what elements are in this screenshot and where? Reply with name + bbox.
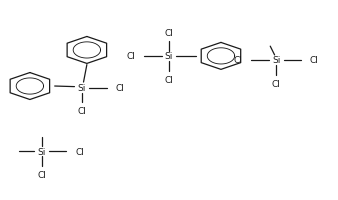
Text: Si: Si — [38, 147, 46, 156]
Text: Cl: Cl — [115, 84, 124, 93]
Text: Si: Si — [165, 52, 173, 61]
Text: Cl: Cl — [272, 79, 281, 88]
Text: Cl: Cl — [37, 170, 46, 179]
Text: Cl: Cl — [127, 52, 136, 61]
Text: Cl: Cl — [165, 29, 173, 38]
Text: Cl: Cl — [165, 75, 173, 84]
Text: Cl: Cl — [234, 56, 243, 65]
Text: Cl: Cl — [310, 56, 319, 65]
Text: Cl: Cl — [77, 106, 86, 115]
Text: Si: Si — [272, 56, 281, 65]
Text: Cl: Cl — [75, 147, 84, 156]
Text: Si: Si — [78, 84, 86, 93]
